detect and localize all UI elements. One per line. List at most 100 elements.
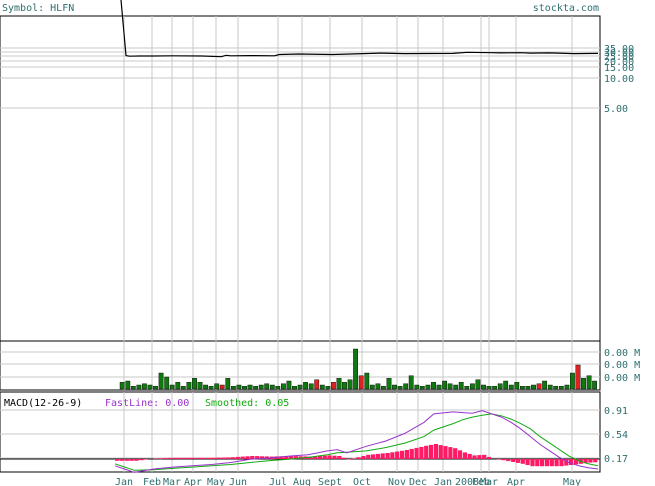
macd-histogram-bar <box>424 445 429 459</box>
macd-histogram-bar <box>293 456 298 459</box>
macd-histogram-bar <box>197 457 202 459</box>
volume-bar <box>314 379 320 390</box>
volume-bar <box>214 383 220 390</box>
macd-histogram-bar <box>535 459 540 467</box>
macd-histogram-bar <box>322 455 327 459</box>
volume-bar <box>508 384 514 390</box>
macd-histogram-bar <box>144 459 149 460</box>
macd-histogram-bar <box>467 453 472 459</box>
macd-histogram-bar <box>182 457 187 459</box>
volume-bar <box>230 386 236 390</box>
macd-histogram-bar <box>540 459 545 467</box>
volume-bar <box>130 386 136 390</box>
macd-histogram-bar <box>168 457 173 459</box>
macd-histogram-bar <box>520 459 525 464</box>
volume-bar <box>497 383 503 390</box>
macd-histogram-bar <box>255 456 260 459</box>
macd-histogram-bar <box>462 452 467 459</box>
x-tick-label: Apr <box>507 477 525 486</box>
volume-bar <box>425 384 431 390</box>
macd-smoothed-label: Smoothed: 0.05 <box>205 398 289 409</box>
volume-bar <box>242 386 247 390</box>
volume-bar <box>136 384 142 390</box>
volume-bar <box>581 378 586 390</box>
macd-histogram-bar <box>380 453 385 459</box>
volume-bar <box>397 386 403 390</box>
macd-histogram-bar <box>390 452 395 459</box>
volume-series <box>119 348 598 390</box>
volume-bar <box>503 380 509 390</box>
macd-histogram-bar <box>163 458 168 459</box>
volume-bar <box>592 380 598 390</box>
x-tick-label: Jan <box>115 477 133 486</box>
volume-bar <box>553 386 559 390</box>
macd-histogram-bar <box>515 459 521 463</box>
volume-bar <box>336 378 342 390</box>
price-tick-label: 15.00 <box>604 63 634 74</box>
volume-bar <box>125 380 131 390</box>
x-tick-label: Jul <box>269 477 287 486</box>
volume-bar <box>236 384 242 390</box>
macd-histogram-bar <box>134 459 139 461</box>
volume-bar <box>408 375 414 390</box>
volume-bar <box>392 384 397 390</box>
macd-histogram-bar <box>153 458 158 459</box>
volume-tick-label: 0.00 M <box>604 373 640 384</box>
x-tick-label: May <box>563 477 581 486</box>
volume-bar <box>375 383 381 390</box>
x-tick-label: Jan <box>434 477 452 486</box>
macd-histogram-bar <box>496 459 501 460</box>
macd-histogram-bar <box>559 459 564 467</box>
macd-histogram-bar <box>173 457 178 459</box>
volume-bar <box>486 386 492 390</box>
macd-histogram-bar <box>506 459 511 462</box>
volume-bar <box>164 376 170 390</box>
volume-bar <box>586 375 592 390</box>
volume-bar <box>253 386 258 390</box>
volume-bar <box>558 386 564 390</box>
macd-histogram-bar <box>327 455 332 459</box>
volume-bar <box>192 378 197 390</box>
macd-histogram-bar <box>366 454 371 459</box>
volume-bar <box>536 383 542 390</box>
volume-bar <box>286 380 292 390</box>
volume-bar <box>547 384 553 390</box>
volume-bar <box>492 386 497 390</box>
macd-histogram-bar <box>501 459 506 461</box>
macd-histogram-bar <box>486 456 492 459</box>
volume-bar <box>203 384 208 390</box>
volume-bar <box>208 386 214 390</box>
volume-bar <box>453 384 459 390</box>
volume-bar <box>369 384 375 390</box>
macd-histogram-bar <box>332 455 337 459</box>
volume-bar <box>247 384 253 390</box>
volume-bar <box>180 386 186 390</box>
volume-bar <box>403 383 409 390</box>
macd-histogram-bar <box>201 457 207 459</box>
macd-histogram-bar <box>404 450 409 459</box>
macd-histogram-bar <box>428 444 434 459</box>
macd-tick-label: 0.91 <box>604 406 628 417</box>
macd-histogram-bar <box>457 450 463 459</box>
axis-labels: Jan Feb Mar Apr May Jun Jul Aug Sept Oct Nov Dec Jan… <box>115 44 640 486</box>
price-tick-label: 10.00 <box>604 74 634 85</box>
volume-bar <box>481 384 486 390</box>
macd-histogram-bar <box>419 446 424 460</box>
volume-bar <box>264 383 270 390</box>
x-tick-label: Feb <box>472 477 490 486</box>
volume-bar <box>275 386 281 390</box>
price-tick-label: 25.00 <box>604 52 634 63</box>
volume-bar <box>292 386 297 390</box>
macd-histogram-bar <box>525 459 530 465</box>
macd-panel-frame <box>0 391 601 473</box>
macd-histogram-bar <box>453 448 458 459</box>
macd-histogram-bar <box>414 447 419 459</box>
volume-bar <box>447 383 453 390</box>
macd-histogram-bar <box>259 456 265 459</box>
volume-bar <box>197 382 203 390</box>
macd-histogram-bar <box>124 459 129 461</box>
volume-bar <box>269 384 275 390</box>
x-tick-label: Mar <box>163 477 181 486</box>
x-tick-label: Jun <box>229 477 247 486</box>
